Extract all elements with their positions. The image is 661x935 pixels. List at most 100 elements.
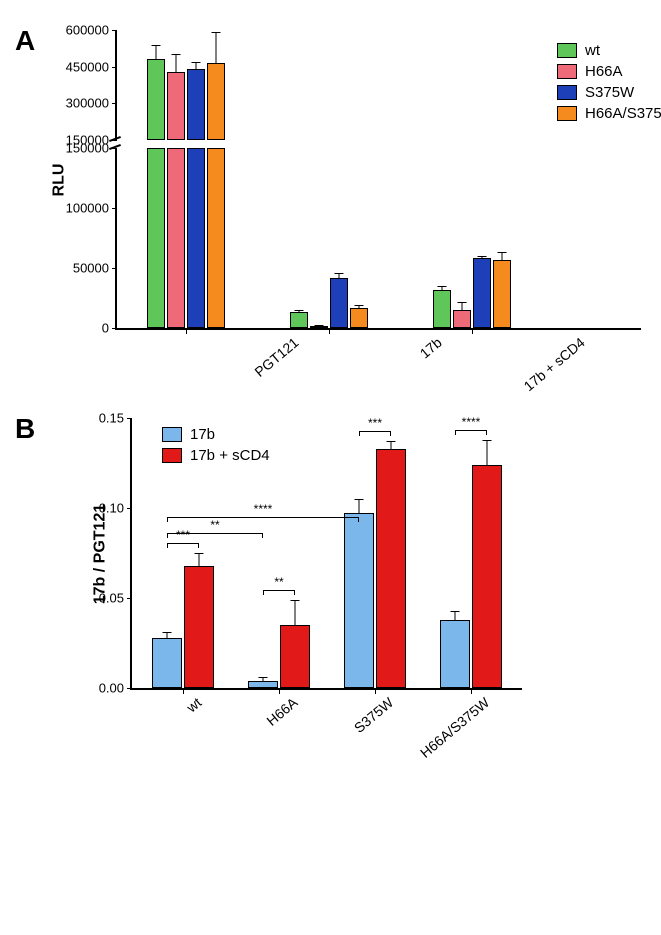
legend-swatch (557, 64, 577, 79)
bar (248, 681, 278, 688)
error-bar (359, 305, 360, 308)
bar (350, 308, 368, 328)
x-category-label: 17b + sCD4 (515, 328, 587, 394)
bar (280, 625, 310, 688)
chart-b: 17b / PGT121 17b17b + sCD4 0.000.050.100… (130, 418, 641, 690)
y-axis-title-b: 17b / PGT121 (91, 504, 109, 605)
error-bar (199, 553, 200, 566)
axis-break (115, 140, 641, 148)
ytick-label: 50000 (73, 261, 117, 276)
xtick (472, 328, 473, 334)
legend-swatch (557, 43, 577, 58)
error-bar (196, 62, 197, 69)
error-bar (502, 252, 503, 260)
bar (376, 449, 406, 688)
bar (187, 148, 205, 328)
ytick-label: 0.10 (99, 501, 132, 516)
legend-item: H66A (557, 63, 661, 80)
bar (207, 148, 225, 328)
x-category-label: 17b (411, 328, 444, 361)
bar (147, 148, 165, 328)
error-bar (482, 256, 483, 258)
legend-swatch (557, 106, 577, 121)
ytick-label: 0.00 (99, 681, 132, 696)
bar (152, 638, 182, 688)
xtick (186, 328, 187, 334)
significance-label: **** (254, 502, 273, 516)
error-bar (455, 611, 456, 620)
ytick-label: 450000 (66, 59, 117, 74)
error-bar (391, 441, 392, 448)
legend-label: S375W (585, 84, 634, 101)
error-bar (176, 54, 177, 71)
legend-label: 17b + sCD4 (190, 447, 270, 464)
plot-b: 17b17b + sCD4 0.000.050.100.15wtH66AS375… (130, 418, 522, 690)
y-axis-title-a: RLU (50, 164, 68, 197)
ytick-label: 0.15 (99, 411, 132, 426)
error-bar (156, 45, 157, 60)
x-category-label: wt (178, 688, 204, 715)
legend-item: S375W (557, 84, 661, 101)
error-bar (295, 600, 296, 625)
error-bar (263, 677, 264, 681)
significance-bracket (359, 431, 391, 432)
error-bar (216, 32, 217, 63)
bar (187, 69, 205, 140)
legend-label: 17b (190, 426, 215, 443)
error-bar (319, 325, 320, 326)
bar (147, 59, 165, 140)
significance-bracket (263, 590, 295, 591)
ytick-label: 300000 (66, 96, 117, 111)
panel-a-label: A (15, 25, 35, 57)
bar (207, 63, 225, 140)
significance-label: *** (176, 528, 190, 542)
error-bar (462, 302, 463, 310)
bar (167, 148, 185, 328)
significance-label: **** (462, 415, 481, 429)
bar (344, 513, 374, 688)
bar (290, 312, 308, 328)
legend-item: H66A/S375W (557, 105, 661, 122)
xtick (329, 328, 330, 334)
bar (440, 620, 470, 688)
bar (493, 260, 511, 328)
legend-label: wt (585, 42, 600, 59)
plot-a-lower: 050000100000150000PGT12117b17b + sCD4 (115, 148, 641, 330)
legend-swatch (162, 448, 182, 463)
error-bar (442, 286, 443, 290)
significance-bracket (167, 543, 199, 544)
bar (330, 278, 348, 328)
legend-label: H66A (585, 63, 623, 80)
bar (472, 465, 502, 688)
significance-bracket (167, 533, 263, 534)
legend-label: H66A/S375W (585, 105, 661, 122)
chart-a: RLU 150000300000450000600000 05000010000… (115, 30, 641, 330)
error-bar (359, 499, 360, 513)
significance-label: *** (368, 416, 382, 430)
legend-item: wt (557, 42, 661, 59)
bar (310, 326, 328, 328)
bar (453, 310, 471, 328)
x-category-label: H66A (258, 688, 300, 729)
x-category-label: H66A/S375W (412, 688, 492, 761)
ytick-label: 100000 (66, 201, 117, 216)
significance-label: ** (274, 575, 283, 589)
legend-item: 17b + sCD4 (162, 447, 270, 464)
legend-swatch (557, 85, 577, 100)
significance-bracket (167, 517, 359, 518)
ytick-label: 0.05 (99, 591, 132, 606)
legend-a: wt H66A S375W H66A/S375W (557, 42, 661, 126)
legend-swatch (162, 427, 182, 442)
bar (433, 290, 451, 328)
error-bar (487, 440, 488, 465)
legend-b: 17b 17b + sCD4 (162, 426, 270, 468)
bar (184, 566, 214, 688)
error-bar (299, 310, 300, 312)
legend-item: 17b (162, 426, 270, 443)
error-bar (339, 273, 340, 278)
ytick-label: 150000 (66, 141, 117, 156)
bar (473, 258, 491, 328)
panel-b: B 17b / PGT121 17b17b + sCD4 0.000.050.1… (20, 418, 641, 690)
ytick-label: 0 (102, 321, 117, 336)
x-category-label: S375W (346, 688, 397, 736)
